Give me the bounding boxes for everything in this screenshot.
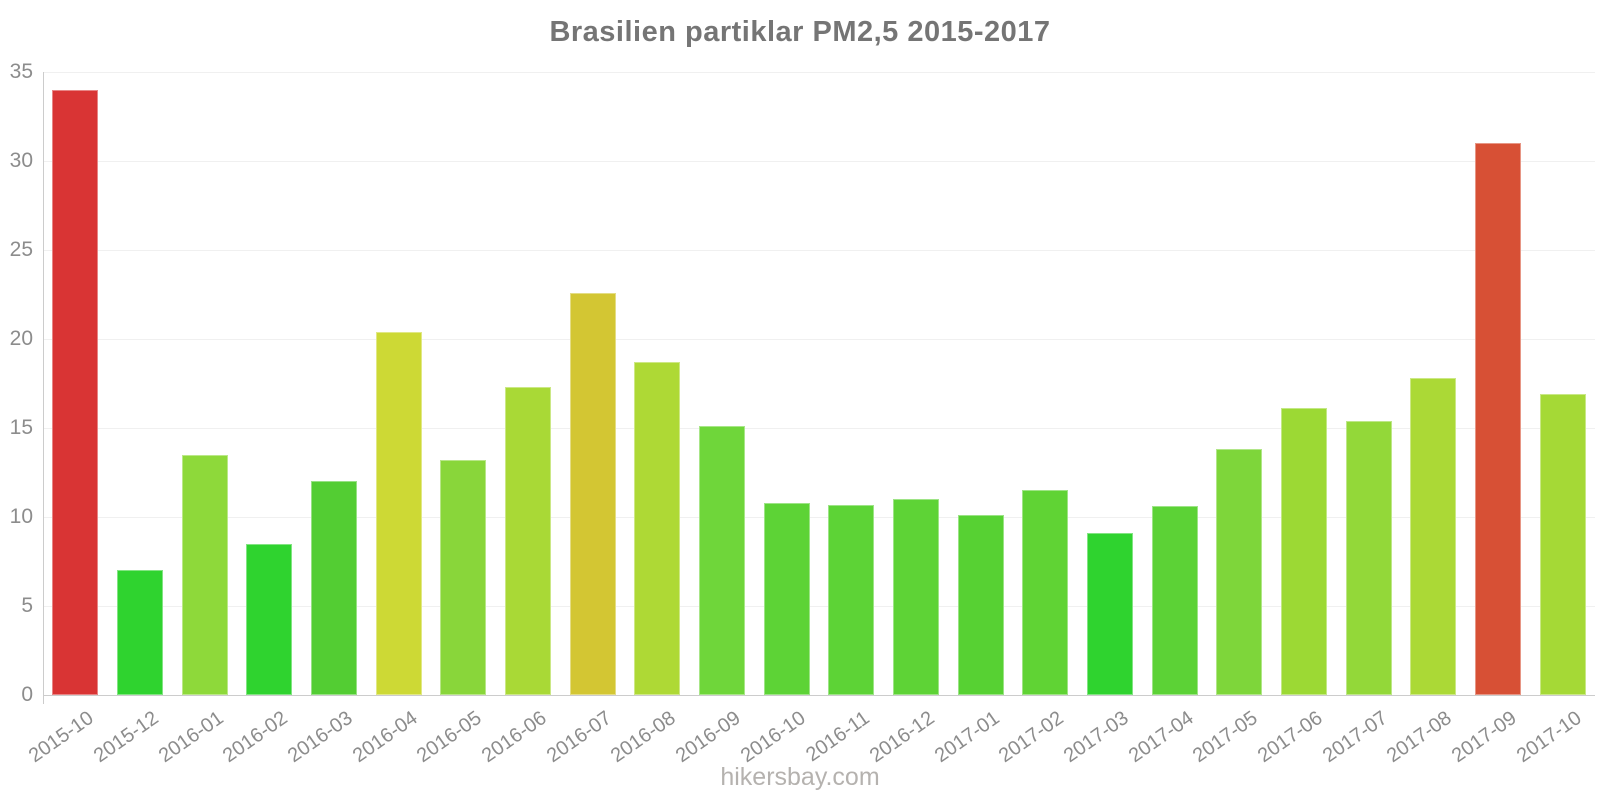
x-axis-label: 2016-04 <box>348 707 422 768</box>
x-axis-label: 2017-06 <box>1253 707 1327 768</box>
bar-2016-09[interactable] <box>699 426 745 695</box>
x-axis-label: 2016-03 <box>283 707 357 768</box>
x-axis-label: 2016-11 <box>802 707 874 767</box>
x-axis-label: 2016-05 <box>412 707 486 768</box>
bar-2017-07[interactable] <box>1346 421 1392 695</box>
y-axis-label: 15 <box>9 416 33 439</box>
bar-2016-01[interactable] <box>182 455 228 695</box>
bar-2017-10[interactable] <box>1540 394 1586 695</box>
y-axis-label: 0 <box>21 683 33 706</box>
y-axis-label: 30 <box>9 149 33 172</box>
y-axis-label: 25 <box>9 238 33 261</box>
gridline <box>43 428 1595 429</box>
x-axis <box>43 695 1595 696</box>
x-axis-label: 2016-12 <box>865 707 939 768</box>
gridline <box>43 339 1595 340</box>
watermark: hikersbay.com <box>720 763 880 791</box>
x-axis-label: 2017-07 <box>1318 707 1392 768</box>
x-axis-label: 2017-08 <box>1382 707 1456 768</box>
x-axis-label: 2016-10 <box>736 707 810 768</box>
bar-2017-09[interactable] <box>1475 143 1521 695</box>
bar-2017-02[interactable] <box>1022 490 1068 695</box>
x-axis-label: 2017-02 <box>994 707 1068 768</box>
bar-2016-05[interactable] <box>440 460 486 695</box>
y-axis-label: 5 <box>21 594 33 617</box>
bar-2016-04[interactable] <box>376 332 422 695</box>
gridline <box>43 250 1595 251</box>
x-axis-label: 2016-09 <box>671 707 745 768</box>
gridline <box>43 606 1595 607</box>
bar-2016-02[interactable] <box>246 544 292 695</box>
y-axis-label: 35 <box>9 60 33 83</box>
x-axis-label: 2017-09 <box>1447 707 1521 768</box>
chart-title: Brasilien partiklar PM2,5 2015-2017 <box>549 16 1051 48</box>
bar-2016-07[interactable] <box>570 293 616 695</box>
bar-2017-03[interactable] <box>1087 533 1133 695</box>
x-axis-label: 2016-02 <box>218 707 292 768</box>
bar-2017-05[interactable] <box>1216 449 1262 695</box>
x-axis-label: 2017-10 <box>1512 707 1586 768</box>
bar-2016-10[interactable] <box>764 503 810 695</box>
y-axis <box>43 72 44 695</box>
x-axis-label: 2016-08 <box>606 707 680 768</box>
bar-2017-04[interactable] <box>1152 506 1198 695</box>
x-axis-tick <box>43 695 44 704</box>
x-axis-label: 2016-06 <box>477 707 551 768</box>
x-axis-label: 2017-01 <box>930 707 1004 768</box>
x-axis-label: 2017-04 <box>1124 707 1198 768</box>
bar-2016-11[interactable] <box>828 505 874 695</box>
bar-2016-08[interactable] <box>634 362 680 695</box>
bar-2017-06[interactable] <box>1281 408 1327 695</box>
bar-2016-06[interactable] <box>505 387 551 695</box>
bar-2016-03[interactable] <box>311 481 357 695</box>
y-axis-label: 10 <box>9 505 33 528</box>
x-axis-label: 2016-01 <box>154 707 228 768</box>
x-axis-label: 2015-12 <box>89 707 163 768</box>
gridline <box>43 161 1595 162</box>
bar-2015-10[interactable] <box>52 90 98 695</box>
bar-2015-12[interactable] <box>117 570 163 695</box>
x-axis-label: 2017-05 <box>1188 707 1262 768</box>
x-axis-label: 2015-10 <box>24 707 98 768</box>
bar-2017-01[interactable] <box>958 515 1004 695</box>
x-axis-label: 2017-03 <box>1059 707 1133 768</box>
bar-2016-12[interactable] <box>893 499 939 695</box>
x-axis-label: 2016-07 <box>542 707 616 768</box>
y-axis-label: 20 <box>9 327 33 350</box>
gridline <box>43 72 1595 73</box>
gridline <box>43 517 1595 518</box>
bar-2017-08[interactable] <box>1410 378 1456 695</box>
